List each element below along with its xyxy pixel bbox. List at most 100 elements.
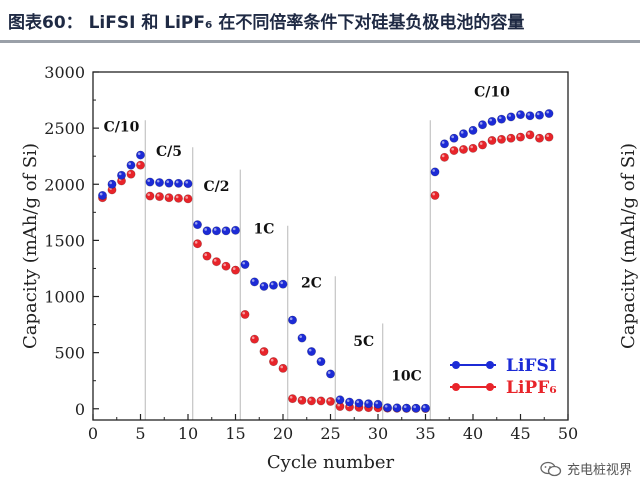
data-point bbox=[164, 178, 174, 188]
data-point bbox=[487, 135, 497, 145]
data-point bbox=[193, 239, 203, 249]
data-point bbox=[506, 133, 516, 143]
data-point-highlight bbox=[384, 404, 388, 408]
data-point-highlight bbox=[318, 398, 322, 401]
data-point bbox=[221, 261, 231, 271]
data-point bbox=[306, 347, 316, 357]
data-point-highlight bbox=[109, 181, 112, 185]
data-point-highlight bbox=[451, 135, 455, 139]
data-point bbox=[316, 357, 326, 367]
x-axis-ticks: 0 5 10 15 20 25 30 35 40 45 50 bbox=[88, 414, 578, 443]
data-point-highlight bbox=[527, 113, 530, 116]
data-point bbox=[240, 309, 250, 319]
figure-title: 图表60： LiFSI 和 LiPF₆ 在不同倍率条件下对硅基负极电池的容量 bbox=[8, 13, 525, 33]
data-point-highlight bbox=[166, 180, 169, 184]
data-point-highlight bbox=[308, 398, 312, 401]
data-point bbox=[221, 226, 231, 236]
data-point-highlight bbox=[280, 365, 284, 369]
data-point bbox=[544, 109, 554, 119]
data-point-highlight bbox=[403, 405, 407, 409]
data-point bbox=[287, 315, 297, 325]
data-point bbox=[487, 116, 497, 126]
data-point bbox=[534, 133, 544, 143]
rate-section-label: C/10 bbox=[104, 119, 140, 135]
legend-marker bbox=[486, 361, 494, 369]
legend-label: LiPF₆ bbox=[506, 378, 557, 398]
data-point-highlight bbox=[223, 228, 226, 231]
legend-marker bbox=[486, 383, 494, 391]
data-point-highlight bbox=[479, 142, 483, 145]
data-point bbox=[136, 160, 146, 170]
data-point-highlight bbox=[213, 228, 217, 231]
data-point bbox=[126, 169, 136, 179]
data-point bbox=[363, 399, 373, 409]
data-point bbox=[458, 144, 468, 154]
data-point bbox=[496, 114, 506, 124]
watermark-text: 充电桩视界 bbox=[566, 463, 632, 478]
data-point-highlight bbox=[232, 267, 236, 271]
data-point-highlight bbox=[185, 180, 188, 184]
data-point-highlight bbox=[242, 311, 245, 315]
data-point bbox=[496, 134, 506, 144]
data-point bbox=[335, 395, 345, 405]
data-point-highlight bbox=[128, 171, 131, 175]
data-point bbox=[449, 146, 459, 156]
data-point bbox=[155, 178, 165, 188]
data-point-highlight bbox=[346, 399, 350, 402]
data-point bbox=[316, 396, 326, 406]
data-point bbox=[268, 280, 278, 290]
data-point-highlight bbox=[508, 114, 512, 117]
section-dividers bbox=[144, 120, 431, 420]
header-rule bbox=[0, 40, 640, 43]
rate-section-label: 10C bbox=[391, 369, 422, 385]
data-point-highlight bbox=[147, 193, 150, 196]
data-point bbox=[174, 193, 184, 203]
y-axis-ticks: 0 500 1000 1500 2000 2500 3000 bbox=[44, 63, 99, 419]
data-point-highlight bbox=[498, 136, 502, 140]
data-point bbox=[164, 193, 174, 203]
data-point-highlight bbox=[156, 179, 160, 183]
data-point bbox=[126, 160, 136, 170]
data-point-highlight bbox=[432, 169, 436, 172]
legend-entry: LiFSI bbox=[450, 356, 557, 376]
data-point-highlight bbox=[337, 403, 341, 407]
data-point-highlight bbox=[175, 180, 179, 184]
x-tick-label: 25 bbox=[320, 424, 340, 443]
data-point-highlight bbox=[128, 162, 131, 166]
x-tick-label: 15 bbox=[225, 424, 245, 443]
data-point-highlight bbox=[251, 279, 255, 282]
rate-section-label: C/10 bbox=[474, 85, 510, 101]
data-point-highlight bbox=[498, 116, 502, 120]
data-point-highlight bbox=[194, 241, 198, 244]
data-point bbox=[477, 140, 487, 150]
y-tick-label: 1000 bbox=[44, 288, 85, 307]
data-point bbox=[117, 170, 127, 180]
y-tick-label: 0 bbox=[75, 400, 85, 419]
rate-section-label: 2C bbox=[301, 276, 322, 292]
data-point-highlight bbox=[470, 145, 474, 149]
data-point-highlight bbox=[185, 196, 188, 199]
data-point bbox=[278, 279, 288, 289]
data-point bbox=[259, 347, 269, 357]
data-point bbox=[468, 143, 478, 153]
data-point bbox=[468, 125, 478, 135]
data-point-highlight bbox=[118, 172, 122, 176]
x-tick-label: 35 bbox=[415, 424, 435, 443]
y-tick-label: 500 bbox=[54, 344, 85, 363]
rate-section-label: C/2 bbox=[204, 179, 230, 195]
data-point-highlight bbox=[289, 395, 293, 399]
data-point bbox=[183, 179, 193, 189]
axes bbox=[92, 71, 569, 421]
data-point bbox=[477, 120, 487, 130]
data-point-highlight bbox=[517, 134, 521, 138]
data-point bbox=[506, 112, 516, 122]
series-lipf6 bbox=[98, 130, 554, 414]
data-point-highlight bbox=[432, 192, 436, 196]
wechat-icon bbox=[540, 461, 562, 476]
data-point bbox=[145, 191, 155, 201]
data-point-highlight bbox=[356, 400, 360, 404]
data-point-highlight bbox=[166, 195, 169, 198]
data-point bbox=[534, 110, 544, 120]
x-tick-label: 40 bbox=[463, 424, 483, 443]
